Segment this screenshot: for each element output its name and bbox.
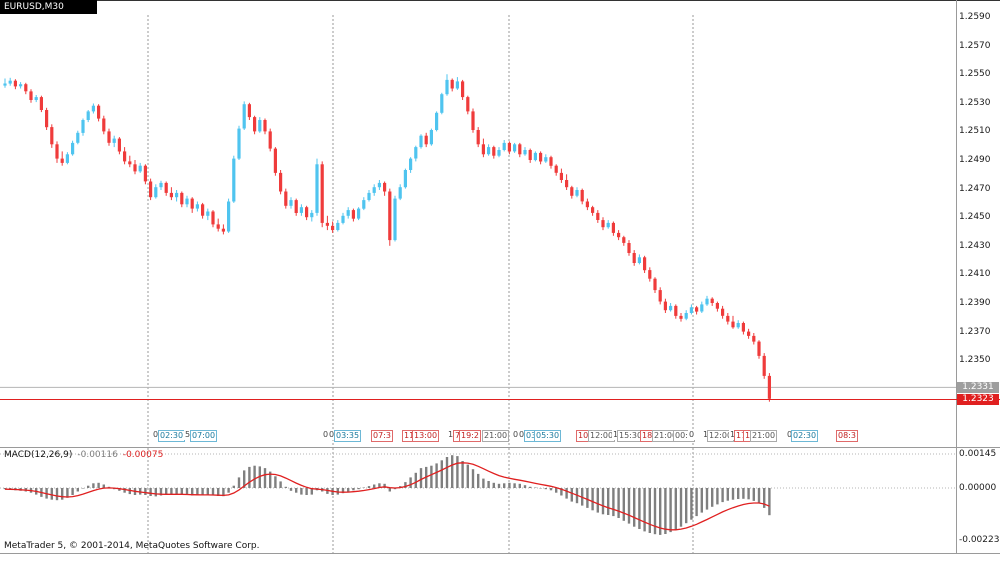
session-marker: 02:30 — [791, 430, 819, 442]
price-axis-tick: 1.2570 — [959, 41, 991, 51]
indicator-axis-tick: 0.00000 — [959, 483, 997, 493]
time-axis[interactable]: 27 Nov 201427 Nov 13:3027 Nov 21:3028 No… — [0, 554, 1000, 571]
session-marker: 15:30 — [617, 430, 645, 442]
session-marker: 0 — [152, 430, 160, 440]
copyright-text: MetaTrader 5, © 2001-2014, MetaQuotes So… — [4, 541, 260, 551]
price-axis-tick: 1.2430 — [959, 241, 991, 251]
session-marker: 12:00 — [707, 430, 735, 442]
price-axis-tick: 1.2490 — [959, 155, 991, 165]
session-marker: 1 — [447, 430, 455, 440]
price-axis-tick: 1.2470 — [959, 184, 991, 194]
price-axis-tick: 1.2550 — [959, 69, 991, 79]
session-marker: 05:30 — [534, 430, 562, 442]
price-axis-tick: 1.2530 — [959, 98, 991, 108]
session-marker: 1 — [702, 430, 710, 440]
chart-indicator-divider[interactable] — [0, 447, 1000, 448]
session-marker: 5 — [184, 430, 192, 440]
session-marker: 07:00 — [190, 430, 218, 442]
price-axis-tick: 1.2450 — [959, 212, 991, 222]
session-marker: 12:00 — [588, 430, 616, 442]
macd-indicator-title: MACD(12,26,9) -0.00116 -0.00075 — [4, 450, 163, 460]
symbol-label: EURUSD,M30 — [0, 0, 97, 14]
price-axis-tick: 1.2510 — [959, 126, 991, 136]
price-axis-divider — [956, 0, 957, 553]
macd-name: MACD(12,26,9) — [4, 450, 73, 460]
session-marker: 1 — [612, 430, 620, 440]
price-badge-bid: 1.2323 — [957, 394, 999, 405]
session-marker: 08:3 — [836, 430, 858, 442]
price-axis-tick: 1.2390 — [959, 298, 991, 308]
session-marker: 0 — [786, 430, 794, 440]
price-axis-tick: 1.2350 — [959, 355, 991, 365]
indicator-timeaxis-divider — [0, 553, 1000, 554]
price-axis-tick: 1.2370 — [959, 327, 991, 337]
macd-signal-value: -0.00075 — [122, 450, 164, 460]
macd-main-value: -0.00116 — [77, 450, 118, 460]
candlestick-chart-canvas[interactable] — [0, 0, 956, 447]
session-marker: 0 — [518, 430, 526, 440]
price-badge-last: 1.2331 — [957, 382, 999, 393]
session-marker: 02:30 — [158, 430, 186, 442]
bid-price-line — [0, 399, 1000, 400]
indicator-axis-tick: 0.00145 — [959, 449, 997, 459]
session-marker: 1 — [729, 430, 737, 440]
session-marker: 21:00 — [750, 430, 778, 442]
session-marker: 0 — [512, 430, 520, 440]
session-marker: 0 — [322, 430, 330, 440]
window-top-border — [0, 0, 1000, 1]
session-marker: 13:00 — [412, 430, 440, 442]
price-axis-tick: 1.2590 — [959, 12, 991, 22]
macd-indicator-canvas[interactable] — [0, 448, 956, 553]
session-marker: 07:3 — [371, 430, 393, 442]
session-marker: 21:00 — [482, 430, 510, 442]
session-marker: 19:2 — [459, 430, 481, 442]
session-marker: 0 — [688, 430, 696, 440]
session-marker: 0 — [328, 430, 336, 440]
indicator-axis-tick: -0.00223 — [959, 535, 1000, 545]
price-axis-tick: 1.2410 — [959, 269, 991, 279]
session-marker: 03:35 — [334, 430, 362, 442]
